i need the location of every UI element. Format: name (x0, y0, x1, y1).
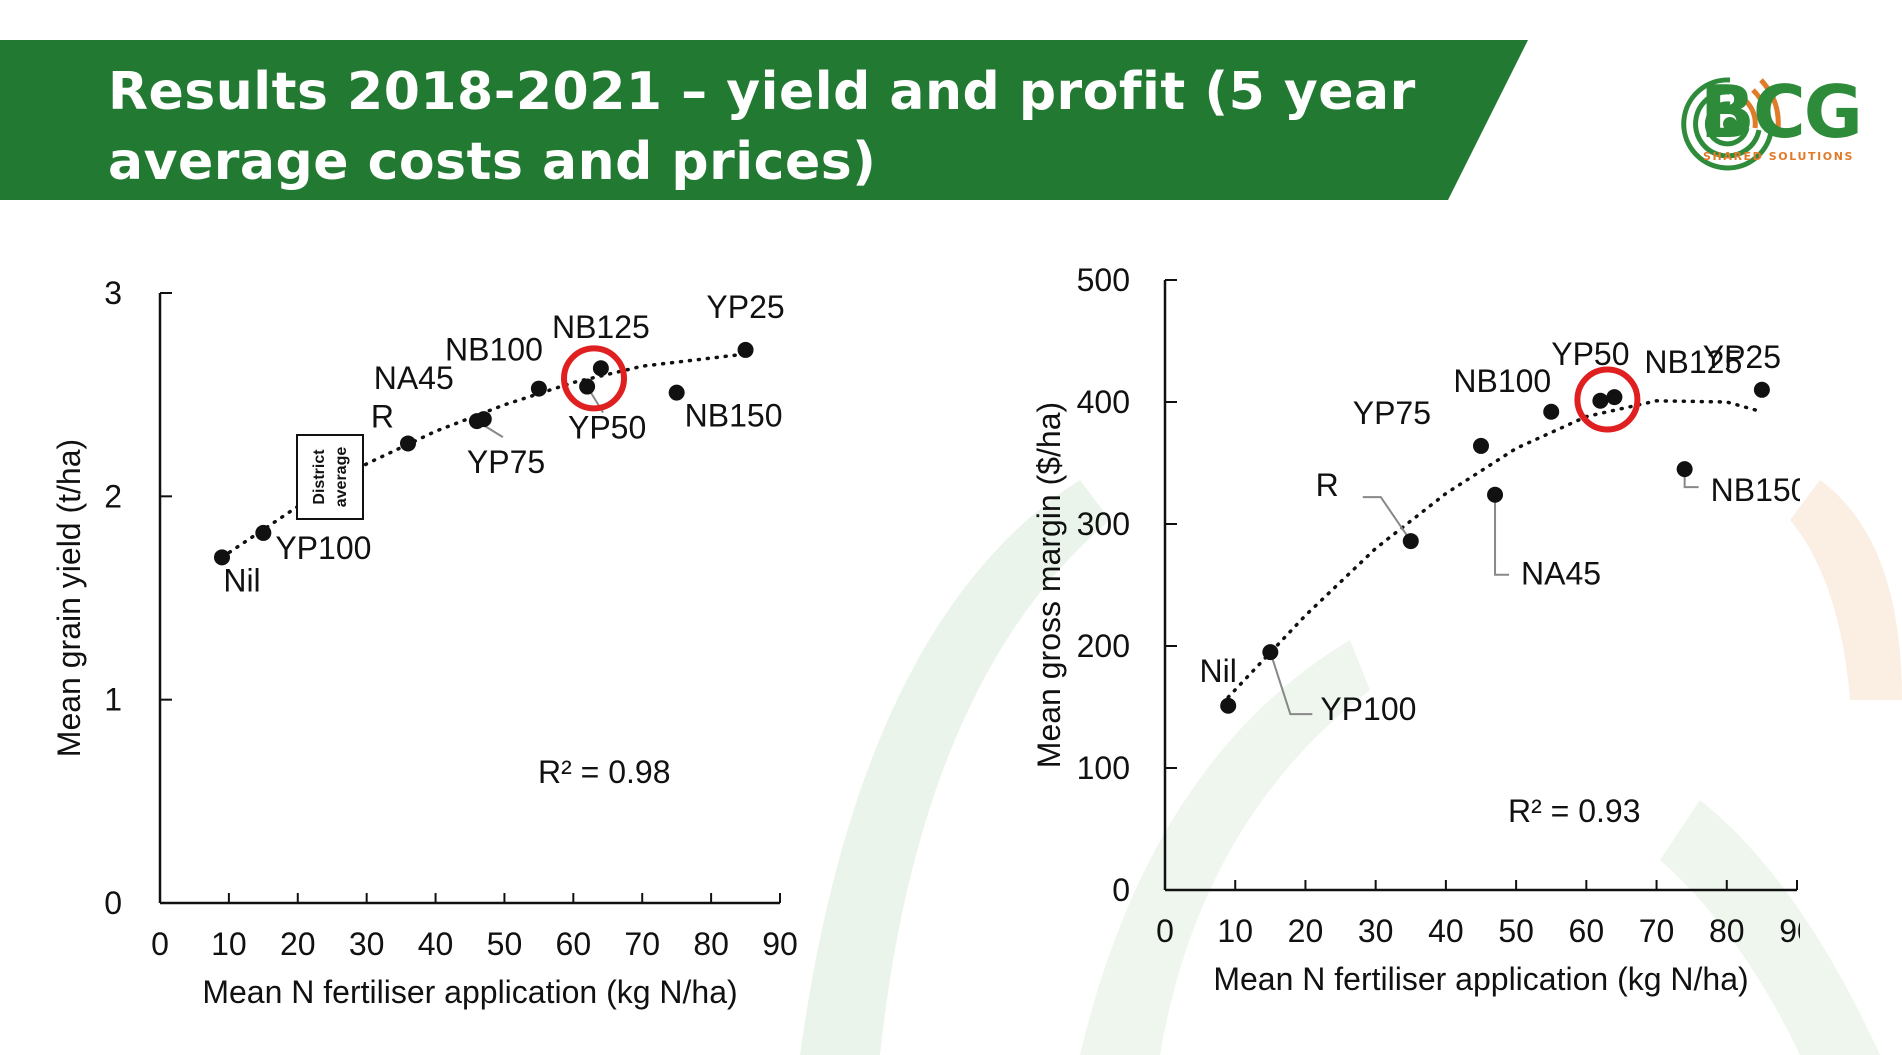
y-tick-label: 400 (1077, 384, 1130, 420)
slide-title-line-1: Results 2018-2021 – yield and profit (5 … (108, 62, 1416, 122)
x-tick-label: 40 (1428, 913, 1464, 949)
data-point-nb150 (1676, 461, 1693, 478)
point-label-nb150: NB150 (685, 398, 783, 434)
y-tick-label: 1 (104, 682, 122, 718)
x-tick-label: 0 (151, 926, 169, 962)
x-axis-title: Mean N fertiliser application (kg N/ha) (202, 974, 737, 1010)
point-label-nb125: NB125 (552, 309, 650, 345)
chart-grain-yield: 0 10 20 30 40 50 60 70 80 90 0 1 2 3 Mean N fertiliser… (51, 275, 798, 1010)
x-tick-label: 60 (1569, 913, 1605, 949)
data-point-yp100 (255, 524, 272, 541)
x-tick-label: 20 (1288, 913, 1324, 949)
x-tick-label: 80 (1709, 913, 1745, 949)
x-tick-label: 60 (556, 926, 592, 962)
x-tick-label: 10 (1217, 913, 1253, 949)
point-label-yp25: YP25 (1703, 339, 1781, 375)
x-tick-label: 40 (418, 926, 454, 962)
leader-line (1362, 496, 1412, 542)
data-point-na45 (1487, 486, 1504, 503)
x-tick-label: 90 (762, 926, 798, 962)
r-squared-label: R² = 0.98 (538, 754, 671, 790)
slide-title-line-2: average costs and prices) (108, 132, 877, 192)
point-label-nil: Nil (1200, 653, 1237, 689)
x-tick-label: 10 (211, 926, 247, 962)
x-tick-label: 20 (280, 926, 316, 962)
point-label-yp75: YP75 (1353, 395, 1431, 431)
point-label-yp50: YP50 (1551, 336, 1629, 372)
data-point-nb100 (1543, 403, 1560, 420)
point-label-nb125: NB125 (1644, 344, 1742, 380)
leader-line (1494, 494, 1510, 576)
point-label-na45: NA45 (1521, 556, 1601, 592)
point-label-yp100: YP100 (275, 530, 371, 566)
data-point-nil (1220, 697, 1237, 714)
x-axis-title: Mean N fertiliser application (kg N/ha) (1213, 961, 1748, 997)
x-tick-label: 0 (1156, 913, 1174, 949)
point-label-yp100: YP100 (1320, 691, 1416, 727)
data-point-yp25 (737, 341, 754, 358)
data-point-nb125 (592, 360, 609, 377)
data-point-r (400, 435, 416, 452)
logo-tagline: SHARED SOLUTIONS (1703, 150, 1855, 163)
point-label-nil: Nil (223, 562, 260, 598)
bcg-logo-icon (1681, 77, 1781, 171)
highlight-circle (1574, 366, 1641, 433)
data-point-nb125 (1606, 389, 1623, 406)
leader-line (1269, 651, 1313, 716)
y-tick-label: 0 (1112, 872, 1130, 908)
y-tick-label: 300 (1077, 506, 1130, 542)
data-point-yp50 (1592, 392, 1609, 409)
y-axis-title: Mean gross margin ($/ha) (1031, 402, 1067, 768)
data-point-r (1402, 533, 1419, 550)
district-average-line-1: District (311, 449, 328, 505)
district-average-line-2: average (333, 447, 350, 508)
data-point-nb100 (530, 380, 547, 397)
x-tick-label: 30 (1358, 913, 1394, 949)
point-label-nb100: NB100 (1453, 363, 1551, 399)
logo-wordmark: BCG (1700, 70, 1863, 154)
y-tick-label: 2 (104, 478, 122, 514)
point-label-r: R (371, 398, 394, 434)
x-tick-label: 70 (1639, 913, 1675, 949)
x-tick-label: 70 (624, 926, 660, 962)
data-point-nb150 (668, 384, 685, 401)
point-label-na45: NA45 (374, 360, 454, 396)
y-tick-label: 100 (1077, 750, 1130, 786)
x-tick-label: 50 (487, 926, 523, 962)
trendline (1226, 399, 1764, 699)
point-label-yp75: YP75 (467, 444, 545, 480)
x-tick-label: 30 (349, 926, 385, 962)
r-squared-label: R² = 0.93 (1508, 793, 1641, 829)
y-axis-title: Mean grain yield (t/ha) (51, 439, 87, 757)
data-point-nil (214, 549, 230, 566)
chart-gross-margin: 0 10 20 30 40 50 60 70 80 90 0 100 200 300 400 500 Mean … (1031, 262, 1800, 997)
point-label-yp50: YP50 (568, 410, 646, 446)
y-tick-label: 500 (1077, 262, 1130, 298)
x-tick-label: 80 (693, 926, 729, 962)
y-tick-label: 0 (104, 885, 122, 921)
point-label-nb150: NB150 (1711, 472, 1800, 508)
point-label-r: R (1316, 467, 1339, 503)
data-point-yp50 (579, 378, 596, 395)
data-point-na45 (475, 411, 492, 428)
title-banner (0, 40, 1528, 200)
x-tick-label: 90 (1779, 913, 1800, 949)
point-label-nb100: NB100 (445, 332, 543, 368)
data-point-yp100 (1262, 644, 1279, 661)
y-tick-label: 3 (104, 275, 122, 311)
data-point-yp75 (1473, 437, 1489, 454)
data-point-yp25 (1753, 381, 1770, 398)
district-average-box (296, 434, 364, 520)
y-tick-label: 200 (1077, 628, 1130, 664)
x-tick-label: 50 (1498, 913, 1534, 949)
point-label-yp25: YP25 (706, 289, 784, 325)
highlight-circle (561, 345, 627, 412)
